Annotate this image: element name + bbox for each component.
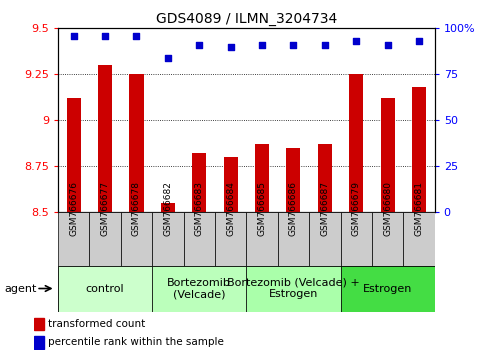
Bar [89, 212, 121, 266]
Bar [349, 74, 363, 212]
Point [384, 42, 392, 48]
Bar [255, 144, 269, 212]
Text: agent: agent [5, 284, 37, 293]
Text: transformed count: transformed count [48, 319, 145, 329]
Bar [246, 266, 341, 312]
Text: GSM766682: GSM766682 [163, 181, 172, 236]
Point [101, 33, 109, 39]
Text: GSM766676: GSM766676 [69, 181, 78, 236]
Point [195, 42, 203, 48]
Bar [161, 203, 175, 212]
Point [258, 42, 266, 48]
Text: control: control [86, 284, 124, 293]
Bar [152, 266, 246, 312]
Bar [381, 98, 395, 212]
Bar [58, 212, 89, 266]
Point [70, 33, 78, 39]
Text: GSM766677: GSM766677 [100, 181, 110, 236]
Bar [341, 266, 435, 312]
Bar [372, 212, 403, 266]
Bar [121, 212, 152, 266]
Point [321, 42, 328, 48]
Bar [341, 212, 372, 266]
Point [164, 55, 172, 61]
Point [290, 42, 298, 48]
Bar [192, 154, 206, 212]
Point [353, 38, 360, 44]
Point [227, 44, 235, 50]
Text: GSM766678: GSM766678 [132, 181, 141, 236]
Text: GSM766686: GSM766686 [289, 181, 298, 236]
Text: GSM766679: GSM766679 [352, 181, 361, 236]
Bar [184, 212, 215, 266]
Bar [215, 212, 246, 266]
Bar [34, 318, 44, 330]
Point [415, 38, 423, 44]
Bar [318, 144, 332, 212]
Text: GSM766683: GSM766683 [195, 181, 204, 236]
Bar [34, 336, 44, 349]
Bar [129, 74, 143, 212]
Bar [67, 98, 81, 212]
Point [133, 33, 141, 39]
Text: GSM766681: GSM766681 [414, 181, 424, 236]
Bar [58, 266, 152, 312]
Bar [152, 212, 184, 266]
Text: GSM766687: GSM766687 [320, 181, 329, 236]
Bar [98, 65, 112, 212]
Text: Bortezomib
(Velcade): Bortezomib (Velcade) [167, 278, 231, 299]
Text: GSM766684: GSM766684 [226, 181, 235, 236]
Text: GSM766685: GSM766685 [257, 181, 267, 236]
Text: GSM766680: GSM766680 [383, 181, 392, 236]
Text: Bortezomib (Velcade) +
Estrogen: Bortezomib (Velcade) + Estrogen [227, 278, 360, 299]
Bar [224, 157, 238, 212]
Bar [403, 212, 435, 266]
Title: GDS4089 / ILMN_3204734: GDS4089 / ILMN_3204734 [156, 12, 337, 26]
Text: Estrogen: Estrogen [363, 284, 412, 293]
Bar [246, 212, 278, 266]
Bar [309, 212, 341, 266]
Bar [412, 87, 426, 212]
Bar [278, 212, 309, 266]
Bar [286, 148, 300, 212]
Text: percentile rank within the sample: percentile rank within the sample [48, 337, 224, 347]
